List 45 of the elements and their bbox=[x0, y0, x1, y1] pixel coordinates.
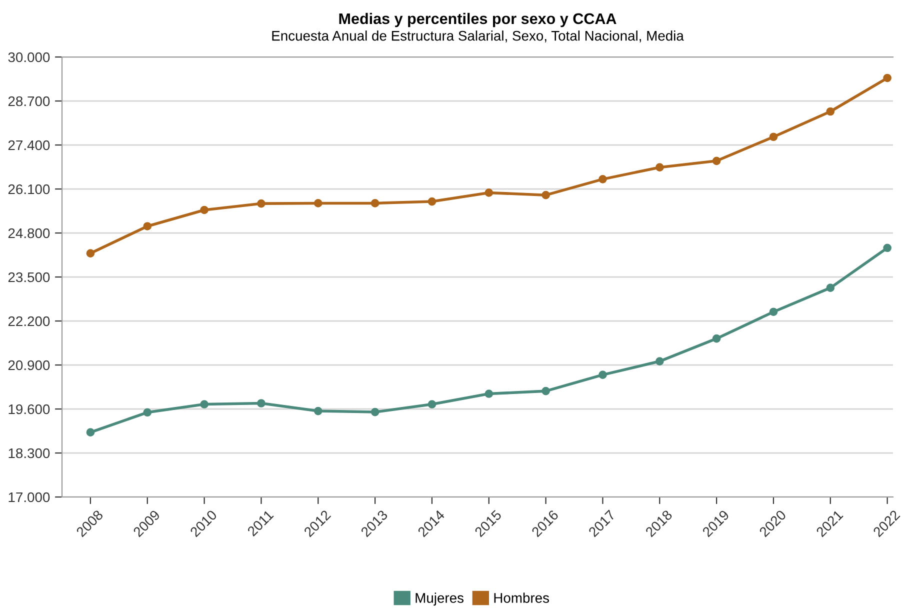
point bbox=[769, 132, 778, 142]
y-tick-label: 30.000 bbox=[8, 52, 50, 62]
point bbox=[883, 74, 892, 82]
legend-label: Mujeres bbox=[416, 592, 464, 606]
point bbox=[200, 206, 208, 214]
y-tick-label: 20.900 bbox=[8, 360, 50, 370]
point bbox=[484, 390, 494, 398]
point bbox=[143, 408, 152, 417]
point bbox=[542, 386, 550, 396]
point bbox=[257, 199, 266, 208]
point bbox=[542, 190, 550, 200]
y-tick-label: 24.800 bbox=[8, 228, 50, 238]
point bbox=[143, 222, 152, 230]
y-tick-label: 23.500 bbox=[8, 272, 50, 282]
point bbox=[826, 284, 835, 292]
point bbox=[598, 175, 607, 184]
point bbox=[769, 308, 778, 316]
point bbox=[86, 428, 95, 437]
chart-title: Medias y percentiles por sexo y CCAA bbox=[339, 12, 616, 28]
point bbox=[428, 197, 436, 206]
y-tick-label: 26.100 bbox=[8, 184, 50, 194]
point bbox=[86, 249, 95, 258]
point bbox=[257, 399, 266, 408]
point bbox=[712, 334, 721, 343]
chart-subtitle: Encuesta Anual de Estructura Salarial, Sexo, Total Nacional, Media bbox=[272, 30, 684, 42]
point bbox=[370, 199, 380, 208]
point bbox=[484, 188, 494, 197]
point bbox=[655, 163, 664, 172]
point bbox=[655, 357, 664, 366]
y-tick-label: 27.400 bbox=[8, 140, 50, 150]
point bbox=[370, 408, 380, 416]
point bbox=[712, 156, 721, 166]
point bbox=[826, 107, 835, 116]
y-tick-label: 18.300 bbox=[8, 448, 50, 458]
y-tick-label: 17.000 bbox=[8, 492, 50, 502]
point bbox=[428, 400, 436, 408]
point bbox=[314, 199, 322, 208]
point bbox=[200, 400, 208, 408]
point bbox=[314, 406, 322, 416]
point bbox=[598, 370, 607, 379]
y-tick-label: 19.600 bbox=[8, 404, 50, 414]
point bbox=[883, 244, 892, 252]
y-tick-label: 22.200 bbox=[8, 316, 50, 326]
y-tick-label: 28.700 bbox=[8, 96, 50, 106]
legend-label: Hombres bbox=[494, 592, 550, 603]
